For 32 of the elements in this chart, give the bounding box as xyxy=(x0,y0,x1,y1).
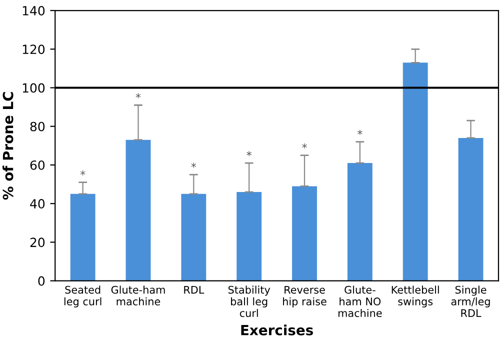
x-tick-label: Glute-ham machine xyxy=(111,286,165,306)
bar xyxy=(126,140,151,281)
x-tick-label: Reverse hip raise xyxy=(283,286,326,308)
y-tick-label: 140 xyxy=(22,6,45,16)
annotation: * xyxy=(136,93,141,98)
x-tick-label: Glute- ham NO machine xyxy=(338,286,382,318)
annotation: * xyxy=(302,143,307,148)
y-tick-label: 100 xyxy=(22,83,45,93)
y-tick-label: 120 xyxy=(22,44,45,54)
x-tick-label: Stability ball leg curl xyxy=(228,286,270,318)
bar xyxy=(70,194,96,281)
bar xyxy=(292,186,317,281)
x-axis-title: Exercises xyxy=(241,324,313,336)
bar xyxy=(347,163,372,281)
y-tick-label: 20 xyxy=(30,238,45,248)
bar xyxy=(236,192,262,281)
y-axis-title: % of Prone LC xyxy=(2,92,14,200)
annotation: * xyxy=(357,130,362,135)
bar xyxy=(458,138,484,281)
y-tick-label: 40 xyxy=(30,199,45,209)
annotation: * xyxy=(191,162,196,168)
annotation: * xyxy=(246,151,252,156)
x-tick-label: Single arm/leg RDL xyxy=(451,286,490,317)
bar xyxy=(402,62,428,281)
annotation: * xyxy=(80,170,86,176)
x-tick-label: Seated leg curl xyxy=(64,286,102,308)
x-tick-label: Kettlebell swings xyxy=(392,286,439,308)
y-tick-label: 60 xyxy=(30,160,45,170)
bar xyxy=(181,194,206,281)
y-tick-label: 80 xyxy=(30,122,45,132)
x-tick-label: RDL xyxy=(184,286,204,294)
y-tick-label: 0 xyxy=(38,276,45,286)
